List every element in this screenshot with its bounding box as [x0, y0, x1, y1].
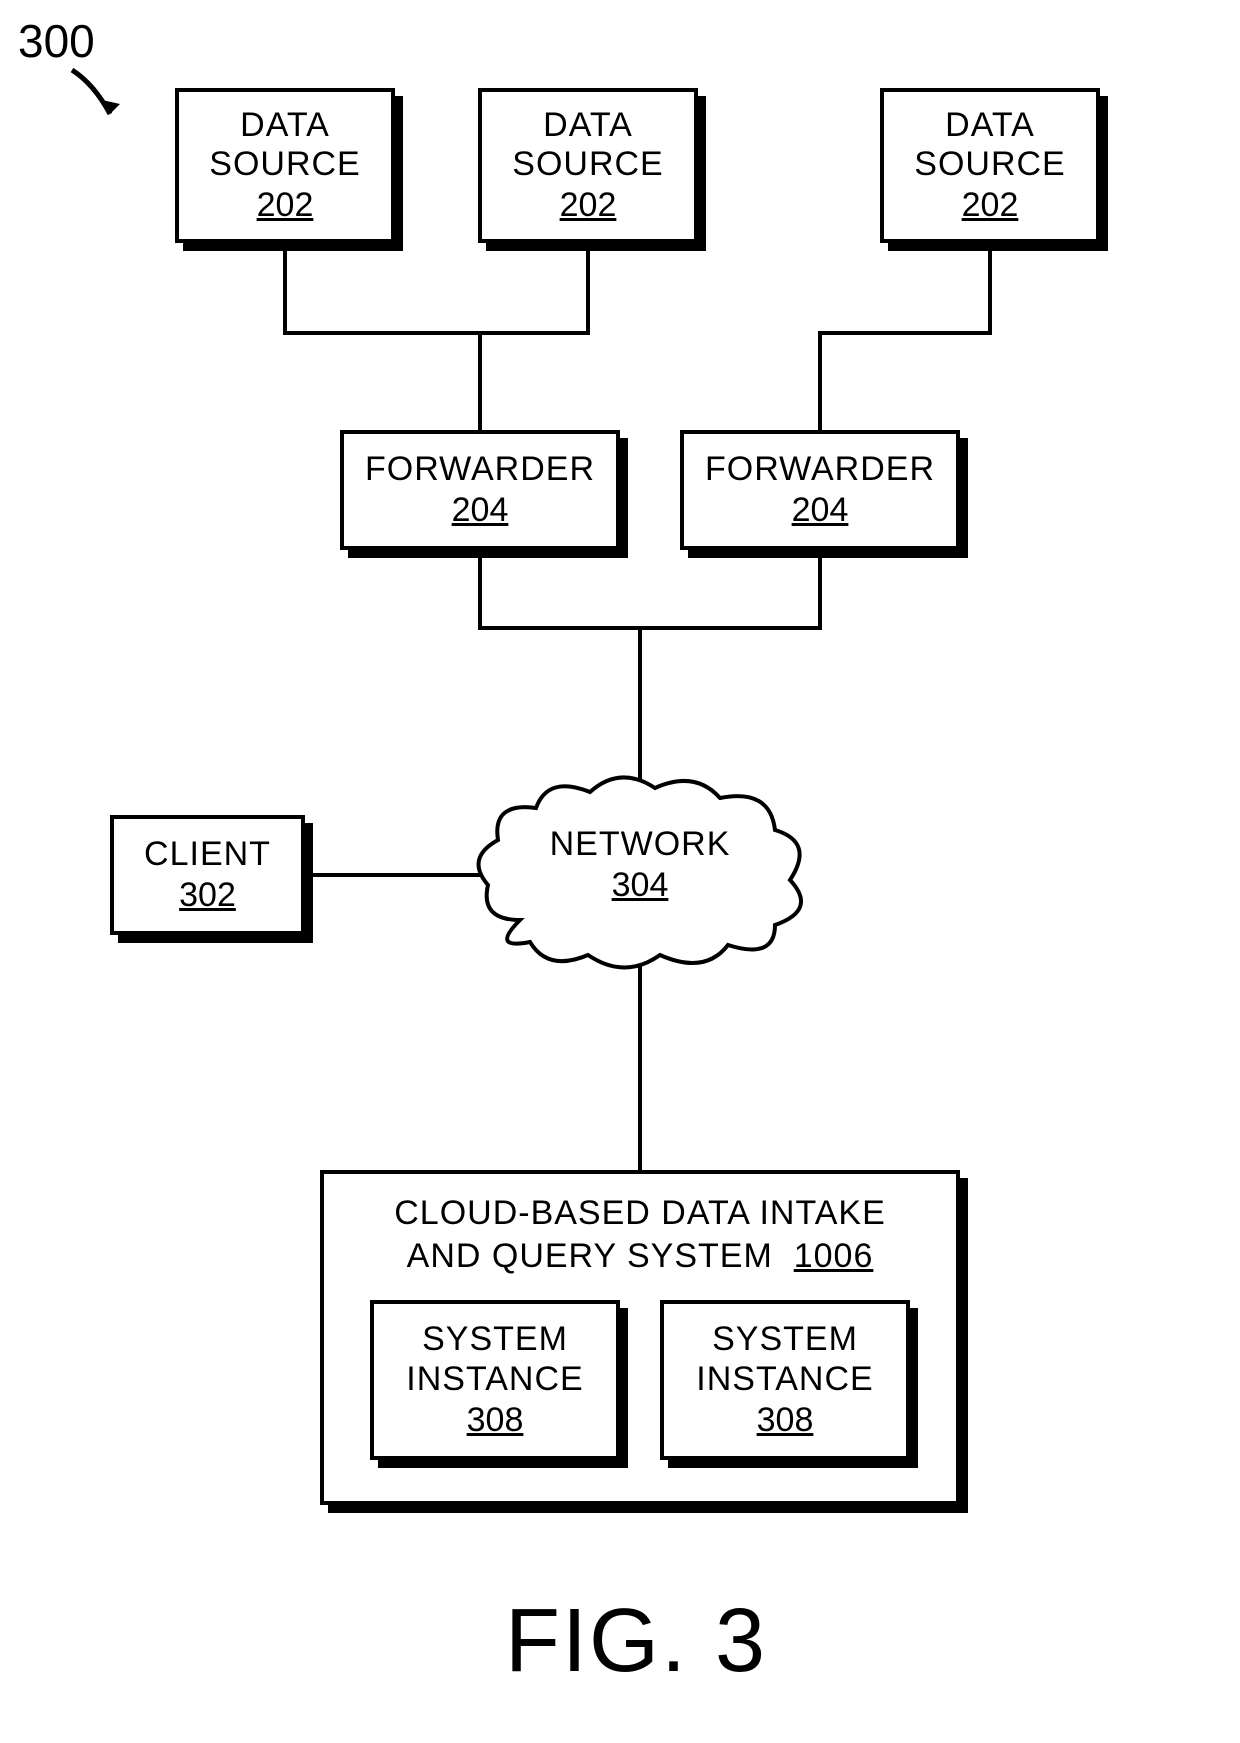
node-label: DATA SOURCE	[492, 106, 684, 184]
connector	[818, 331, 992, 335]
diagram-canvas: 300 DATA SOURCE 202 DATA SOURCE 202 DATA…	[0, 0, 1240, 1743]
cloud-system-ref: 1006	[794, 1237, 874, 1275]
connector	[586, 251, 590, 335]
cloud-system-title: CLOUD-BASED DATA INTAKE AND QUERY SYSTEM…	[394, 1192, 886, 1277]
node-data-source-3: DATA SOURCE 202	[880, 88, 1100, 243]
node-forwarder-2: FORWARDER 204	[680, 430, 960, 550]
connector	[283, 331, 482, 335]
connector	[283, 251, 287, 335]
node-network-cloud: NETWORK 304	[470, 770, 810, 970]
node-system-instance-1: SYSTEM INSTANCE 308	[370, 1300, 620, 1460]
node-ref: 204	[452, 491, 509, 530]
figure-ref-number: 300	[18, 14, 95, 68]
connector	[638, 626, 642, 786]
node-client: CLIENT 302	[110, 815, 305, 935]
connector	[988, 251, 992, 335]
node-label: DATA SOURCE	[894, 106, 1086, 184]
node-ref: 308	[757, 1401, 814, 1440]
node-ref: 202	[962, 186, 1019, 225]
connector	[478, 558, 482, 630]
node-label: FORWARDER	[365, 450, 595, 489]
ref-arrow-icon	[58, 62, 138, 142]
figure-caption: FIG. 3	[505, 1590, 767, 1693]
cloud-system-line2: AND QUERY SYSTEM	[407, 1237, 773, 1275]
node-forwarder-1: FORWARDER 204	[340, 430, 620, 550]
node-ref: 304	[470, 866, 810, 905]
connector	[478, 626, 822, 630]
connector	[818, 331, 822, 430]
node-label: SYSTEM INSTANCE	[674, 1320, 896, 1398]
node-label: FORWARDER	[705, 450, 935, 489]
node-label: NETWORK	[470, 825, 810, 864]
node-ref: 302	[179, 876, 236, 915]
cloud-system-line1: CLOUD-BASED DATA INTAKE	[394, 1194, 886, 1232]
node-ref: 204	[792, 491, 849, 530]
node-data-source-2: DATA SOURCE 202	[478, 88, 698, 243]
node-label: DATA SOURCE	[189, 106, 381, 184]
node-system-instance-2: SYSTEM INSTANCE 308	[660, 1300, 910, 1460]
connector	[478, 331, 482, 430]
node-label: SYSTEM INSTANCE	[384, 1320, 606, 1398]
node-ref: 308	[467, 1401, 524, 1440]
node-data-source-1: DATA SOURCE 202	[175, 88, 395, 243]
connector	[818, 558, 822, 630]
node-ref: 202	[560, 186, 617, 225]
node-label: CLIENT	[144, 835, 271, 874]
node-ref: 202	[257, 186, 314, 225]
connector	[478, 331, 590, 335]
connector	[638, 955, 642, 1170]
